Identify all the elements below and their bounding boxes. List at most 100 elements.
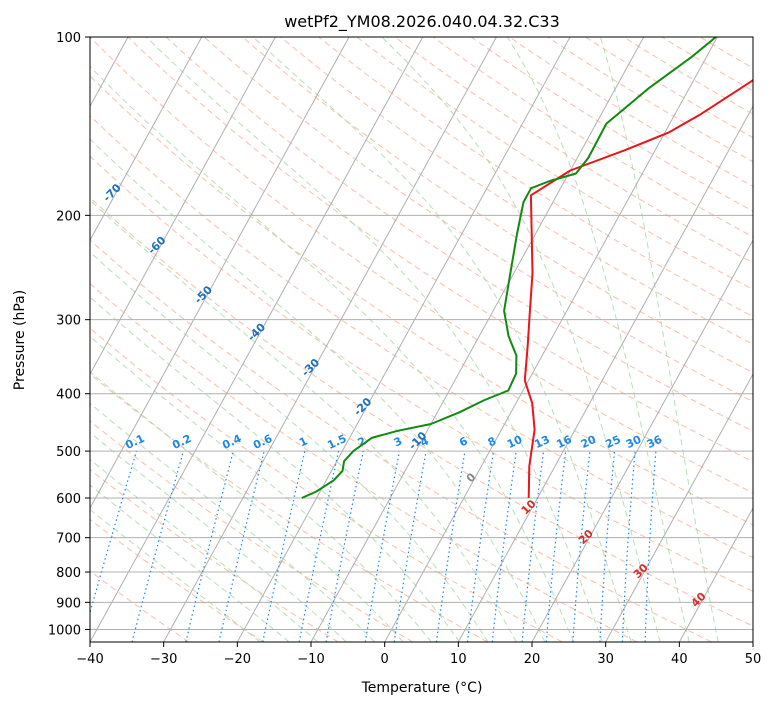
x-tick-label: 40 [671,652,688,667]
y-tick-label: 700 [56,532,81,547]
mixing-ratio-line [325,450,364,642]
mixing-ratio-line [393,450,427,642]
y-axis-label: Pressure (hPa) [12,290,28,390]
isotherm-label: -80 [50,139,73,162]
isotherm-label: 40 [689,590,709,610]
dry-adiabat [203,37,753,403]
isotherm-line [90,37,203,242]
dry-adiabat [623,37,753,115]
mixing-ratio-label: 25 [603,433,622,451]
mixing-ratio-line [364,450,401,642]
x-tick-label: 0 [381,652,389,667]
dry-adiabat [90,327,563,642]
moist-adiabat [90,138,546,642]
isotherm-line [90,37,276,376]
dry-adiabat [90,239,712,642]
x-tick-label: 10 [450,652,467,667]
isotherm-line [310,37,645,642]
moist-adiabat [599,37,719,642]
moist-adiabat [90,370,404,642]
x-tick-label: −20 [224,652,251,667]
y-tick-label: 200 [56,209,81,224]
y-tick-label: 300 [56,314,81,329]
y-tick-label: 600 [56,492,81,507]
isotherm-line [457,105,753,642]
mixing-ratio-line [545,451,567,642]
moist-adiabat [90,458,319,642]
y-tick-label: 900 [56,596,81,611]
isotherm-line [163,37,497,642]
mixing-ratio-line [621,451,636,642]
dry-adiabat [699,37,753,69]
isotherm-label: 10 [519,497,539,517]
moist-adiabat [90,65,575,642]
isotherm-label: -90 [0,96,23,119]
mixing-ratio-line [131,450,184,642]
dry-adiabat [90,114,753,559]
mixing-ratio-label: 8 [486,434,498,449]
moist-adiabat [381,37,661,642]
dry-adiabat [394,37,753,264]
moist-adiabat [90,431,347,642]
isotherm-line [531,239,753,642]
x-tick-label: 30 [597,652,614,667]
chart-title: wetPf2_YM08.2026.040.04.32.C33 [284,12,560,32]
x-tick-label: 50 [745,652,762,667]
mixing-ratio-label: 16 [555,433,575,451]
x-axis-label: Temperature (°C) [361,680,483,696]
mixing-ratio-label: 0.4 [220,432,243,452]
dry-adiabat [90,37,753,494]
x-tick-label: −10 [297,652,324,667]
isotherm-line [678,507,753,642]
dry-adiabat [90,155,753,592]
mixing-ratio-line [491,451,517,642]
isotherm-line [605,373,753,642]
mixing-ratio-line [298,450,340,642]
moist-adiabat [90,251,489,642]
dry-adiabat [90,282,638,642]
plot-area: 0.10.20.40.611.52346810131620253036-100-… [0,37,753,642]
plot-frame [89,36,754,643]
y-tick-label: 1000 [48,623,81,638]
dry-adiabat [356,37,753,291]
mixing-ratio-label: 0.6 [251,432,274,452]
y-tick-label: 400 [56,388,81,403]
y-tick-label: 800 [56,566,81,581]
isotherm-line [384,37,718,642]
isotherm-line [236,37,571,642]
mixing-ratio-label: 10 [505,433,525,451]
mixing-ratio-label: 36 [645,433,665,451]
dewpoint-profile [301,37,717,499]
moist-adiabat [90,508,261,642]
moist-adiabat [90,484,290,642]
x-tick-label: −40 [76,652,103,667]
dry-adiabat [90,468,339,642]
isotherm-line [90,37,424,642]
mixing-ratio-line [644,451,657,642]
isotherm-line [90,37,350,510]
moist-adiabat [90,335,432,642]
mixing-ratio-line [521,451,545,642]
dry-adiabat [90,75,753,526]
mixing-ratio-label: 13 [532,433,551,451]
mixing-ratio-label: 0.1 [123,432,146,452]
dry-adiabat [90,373,488,642]
temperature-profile [523,78,753,499]
isotherm-label: 0 [464,470,479,485]
dry-adiabat [585,37,753,139]
dry-adiabat [165,37,753,432]
dry-adiabat [90,197,753,627]
moist-adiabat [252,37,632,642]
mixing-ratio-line [90,450,138,615]
dry-adiabat [318,37,753,318]
mixing-ratio-line [572,451,591,642]
axes: −40 −30 −20 −10 0 10 20 30 40 5010020030040050060… [48,31,761,667]
mixing-ratio-label: 3 [392,434,404,449]
mixing-ratio-label: 0.2 [170,432,193,452]
dry-adiabat [90,518,264,642]
dry-adiabat [242,37,753,374]
mixing-ratio-label: 1 [297,434,309,449]
moist-adiabat [90,402,376,642]
mixing-ratio-line [466,451,495,642]
